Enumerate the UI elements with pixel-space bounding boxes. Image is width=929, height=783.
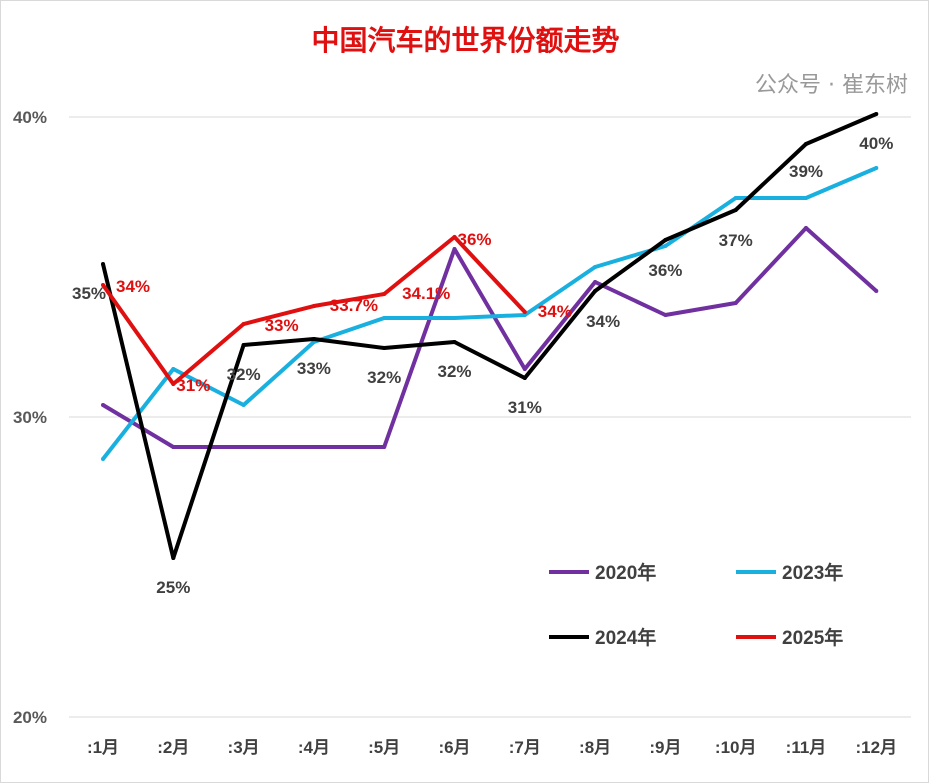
data-point	[804, 142, 808, 146]
y-tick-label: 20%	[13, 708, 47, 727]
data-point	[874, 112, 879, 116]
data-point	[804, 226, 808, 230]
data-point	[171, 445, 176, 449]
data-label: 32%	[227, 365, 261, 384]
data-label: 34%	[538, 302, 572, 321]
data-point	[874, 166, 879, 170]
data-label: 25%	[156, 578, 190, 597]
data-point	[522, 367, 527, 371]
data-point	[241, 445, 246, 449]
data-point	[663, 238, 668, 242]
x-tick-label: :12月	[856, 738, 898, 757]
data-label: 40%	[859, 134, 893, 153]
data-label: 39%	[789, 162, 823, 181]
x-tick-label: :5月	[368, 738, 400, 757]
x-tick-label: :9月	[649, 738, 681, 757]
data-point	[101, 403, 105, 407]
data-point	[311, 337, 316, 341]
data-label: 32%	[437, 362, 471, 381]
data-point	[522, 310, 527, 314]
data-point	[733, 196, 738, 200]
data-label: 36%	[457, 230, 491, 249]
data-point	[171, 367, 176, 371]
data-label: 34.1%	[402, 284, 450, 303]
data-point	[241, 343, 246, 347]
chart-title: 中国汽车的世界份额走势	[311, 24, 620, 57]
x-tick-label: :4月	[298, 738, 330, 757]
data-label: 32%	[367, 368, 401, 387]
data-point	[101, 457, 105, 461]
data-point	[241, 322, 246, 326]
data-label: 37%	[719, 231, 753, 250]
data-point	[101, 283, 105, 287]
data-label: 36%	[648, 261, 682, 280]
series-line-2024年	[101, 112, 878, 560]
data-point	[452, 235, 457, 239]
data-point	[593, 265, 598, 269]
data-point	[382, 292, 387, 296]
data-point	[452, 316, 457, 320]
x-tick-label: :8月	[579, 738, 611, 757]
x-tick-label: :11月	[786, 738, 827, 757]
data-point	[452, 247, 457, 251]
legend-label: 2023年	[782, 561, 843, 584]
data-point	[522, 376, 527, 380]
legend-label: 2025年	[782, 626, 843, 649]
data-label: 33.7%	[330, 296, 378, 315]
legend-label: 2024年	[595, 626, 656, 649]
x-tick-label: :3月	[228, 738, 260, 757]
data-label: 35%	[72, 284, 106, 303]
data-point	[522, 313, 527, 317]
data-point	[733, 208, 738, 212]
data-point	[452, 340, 457, 344]
data-point	[241, 403, 246, 407]
x-tick-label: :1月	[87, 738, 119, 757]
data-point	[593, 289, 598, 293]
data-point	[382, 316, 387, 320]
x-tick-label: :2月	[157, 738, 189, 757]
data-point	[733, 301, 738, 305]
data-label: 31%	[508, 398, 542, 417]
data-point	[663, 244, 668, 248]
data-label: 33%	[265, 316, 299, 335]
data-point	[311, 304, 316, 308]
series-line-2020年	[101, 226, 878, 449]
x-tick-label: :6月	[438, 738, 470, 757]
data-label: 34%	[116, 277, 150, 296]
data-label: 34%	[586, 312, 620, 331]
data-point	[171, 556, 176, 560]
data-point	[311, 445, 316, 449]
x-tick-label: :10月	[715, 738, 757, 757]
data-point	[804, 196, 808, 200]
data-label: 31%	[176, 376, 210, 395]
data-point	[593, 280, 598, 284]
data-point	[874, 289, 879, 293]
x-tick-label: :7月	[509, 738, 541, 757]
data-label: 33%	[297, 359, 331, 378]
data-point	[382, 346, 387, 350]
data-point	[171, 382, 176, 386]
data-point	[101, 262, 105, 266]
data-point	[382, 445, 387, 449]
legend-label: 2020年	[595, 561, 656, 584]
y-tick-label: 40%	[13, 108, 47, 127]
y-tick-label: 30%	[13, 408, 47, 427]
data-point	[663, 313, 668, 317]
watermark: 公众号 · 崔东树	[755, 73, 908, 98]
